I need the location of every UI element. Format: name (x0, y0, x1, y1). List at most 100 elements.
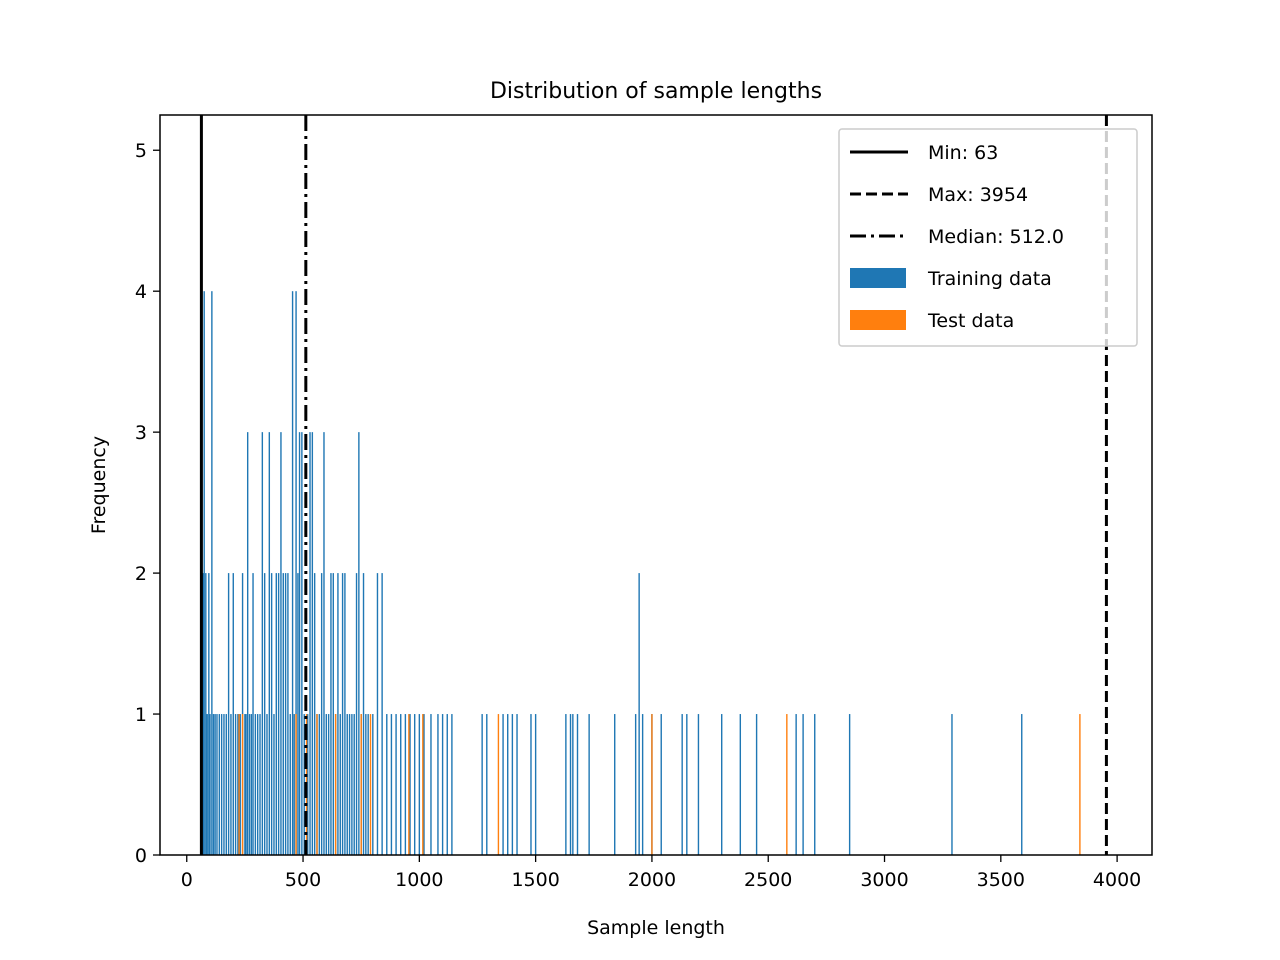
training-bar (212, 714, 215, 855)
training-bar (446, 714, 448, 855)
training-bar (641, 714, 644, 855)
legend-training-swatch (850, 268, 906, 288)
training-bar (339, 714, 341, 855)
training-bar (437, 714, 439, 855)
training-bar (225, 714, 227, 855)
training-bar (232, 573, 234, 855)
training-bar (293, 714, 295, 855)
training-bar (337, 573, 339, 855)
training-bar (569, 714, 572, 855)
training-bar (344, 573, 346, 855)
training-bar (330, 573, 332, 855)
training-bar (451, 714, 453, 855)
test-bar (238, 714, 240, 855)
training-bar (348, 714, 351, 855)
training-bar (244, 714, 246, 855)
training-bar (795, 714, 797, 855)
training-bar (234, 714, 237, 855)
test-bar (369, 714, 372, 855)
y-tick-label: 0 (135, 845, 147, 867)
training-bar (367, 714, 369, 855)
y-tick-label: 1 (135, 704, 147, 726)
training-bar (218, 714, 221, 855)
training-bar (588, 714, 590, 855)
x-tick-label: 2500 (744, 869, 792, 891)
training-bar (287, 573, 289, 855)
training-bar (202, 573, 204, 855)
y-tick-label: 2 (135, 563, 147, 585)
training-bar (313, 573, 316, 855)
training-bar (216, 714, 218, 855)
x-tick-label: 3500 (977, 869, 1025, 891)
test-bar (497, 714, 500, 855)
training-bar (755, 714, 758, 855)
training-bar (214, 714, 216, 855)
training-bar (227, 573, 230, 855)
test-bar (334, 714, 337, 855)
training-bar (372, 714, 374, 855)
x-axis-label: Sample length (587, 917, 725, 939)
training-bar (275, 573, 277, 855)
training-bar (320, 573, 323, 855)
training-bar (351, 714, 353, 855)
training-bar (277, 573, 280, 855)
training-bar (848, 714, 851, 855)
training-bar (270, 573, 273, 855)
training-bar (268, 432, 271, 855)
training-bar (295, 291, 297, 855)
x-tick-label: 3000 (860, 869, 908, 891)
legend-box (838, 128, 1138, 347)
y-axis-label: Frequency (88, 436, 110, 534)
training-bar (530, 714, 532, 855)
training-bar (502, 714, 504, 855)
legend-test-label: Test data (927, 310, 1014, 332)
training-bar (259, 714, 261, 855)
training-bar (739, 714, 742, 855)
training-bar (245, 714, 247, 855)
training-bar (211, 291, 213, 855)
training-bar (230, 714, 232, 855)
training-bar (395, 714, 397, 855)
training-bar (205, 573, 207, 855)
test-bar (651, 714, 653, 855)
training-bar (297, 573, 299, 855)
x-tick-label: 0 (181, 869, 193, 891)
training-bar (355, 573, 358, 855)
training-bar (516, 714, 518, 855)
training-bar (511, 714, 514, 855)
training-bar (282, 573, 284, 855)
training-bar (481, 714, 483, 855)
training-bar (614, 714, 616, 855)
training-bar (208, 573, 210, 855)
training-bar (325, 714, 327, 855)
training-bar (660, 714, 662, 855)
training-bar (418, 714, 421, 855)
training-bar (239, 714, 241, 855)
training-bar (248, 714, 251, 855)
training-bar (298, 432, 301, 855)
training-bar (327, 714, 330, 855)
training-bar (266, 714, 268, 855)
training-bar (346, 714, 348, 855)
training-bar (341, 573, 344, 855)
training-bar (289, 714, 291, 855)
training-bar (441, 714, 444, 855)
training-bar (261, 432, 264, 855)
y-tick-label: 4 (135, 281, 147, 303)
training-bar (250, 714, 253, 855)
test-bar (408, 714, 410, 855)
training-bar (254, 714, 257, 855)
x-tick-label: 500 (285, 869, 321, 891)
test-bar (241, 714, 244, 855)
reference-lines-layer (199, 115, 1108, 855)
legend-max-label: Max: 3954 (928, 184, 1028, 206)
training-bar (1021, 714, 1023, 855)
test-bar (786, 714, 788, 855)
training-bar (323, 432, 325, 855)
training-bar (404, 714, 407, 855)
x-tick-label: 4000 (1093, 869, 1141, 891)
training-bar (273, 714, 275, 855)
training-bar (362, 573, 365, 855)
training-bar (572, 714, 574, 855)
